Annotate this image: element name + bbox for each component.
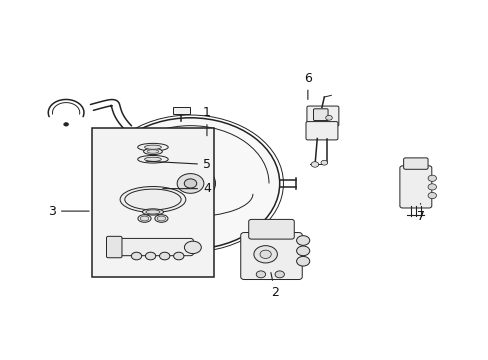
FancyBboxPatch shape (305, 122, 337, 140)
Text: 3: 3 (48, 204, 89, 217)
Ellipse shape (138, 156, 168, 163)
Ellipse shape (142, 209, 163, 215)
Circle shape (159, 252, 169, 260)
FancyBboxPatch shape (248, 219, 294, 239)
FancyBboxPatch shape (106, 236, 122, 258)
Circle shape (274, 271, 284, 278)
Circle shape (256, 271, 265, 278)
Circle shape (145, 252, 156, 260)
Bar (172, 107, 189, 114)
Text: 4: 4 (163, 182, 210, 195)
FancyBboxPatch shape (313, 109, 327, 121)
Circle shape (296, 256, 309, 266)
Ellipse shape (143, 148, 162, 154)
Circle shape (101, 118, 279, 249)
Circle shape (173, 252, 183, 260)
Text: 5: 5 (146, 158, 210, 171)
FancyBboxPatch shape (306, 106, 338, 126)
Ellipse shape (145, 210, 160, 214)
Ellipse shape (147, 150, 159, 153)
FancyBboxPatch shape (403, 158, 427, 169)
Bar (92, 128, 214, 277)
Circle shape (427, 184, 436, 190)
Ellipse shape (140, 216, 148, 221)
Ellipse shape (157, 216, 165, 221)
Circle shape (427, 175, 436, 181)
Circle shape (325, 115, 332, 120)
Ellipse shape (120, 186, 185, 212)
Circle shape (63, 123, 68, 126)
Circle shape (296, 236, 309, 245)
Text: 6: 6 (304, 72, 311, 99)
Ellipse shape (144, 157, 161, 161)
Circle shape (131, 252, 142, 260)
Circle shape (427, 193, 436, 199)
Circle shape (184, 179, 196, 188)
Text: 1: 1 (203, 106, 210, 136)
Circle shape (296, 246, 309, 256)
Ellipse shape (138, 215, 151, 222)
Circle shape (184, 241, 201, 253)
Circle shape (253, 246, 277, 263)
Circle shape (165, 165, 215, 202)
Ellipse shape (138, 143, 168, 151)
Text: 7: 7 (416, 203, 424, 223)
Ellipse shape (144, 145, 161, 149)
FancyBboxPatch shape (399, 166, 431, 208)
FancyBboxPatch shape (112, 238, 193, 256)
Circle shape (320, 160, 327, 165)
Text: 2: 2 (270, 273, 278, 299)
FancyBboxPatch shape (240, 233, 302, 279)
FancyBboxPatch shape (169, 246, 211, 260)
Circle shape (260, 250, 271, 258)
Circle shape (177, 174, 203, 193)
Circle shape (310, 162, 318, 167)
Ellipse shape (155, 215, 168, 222)
